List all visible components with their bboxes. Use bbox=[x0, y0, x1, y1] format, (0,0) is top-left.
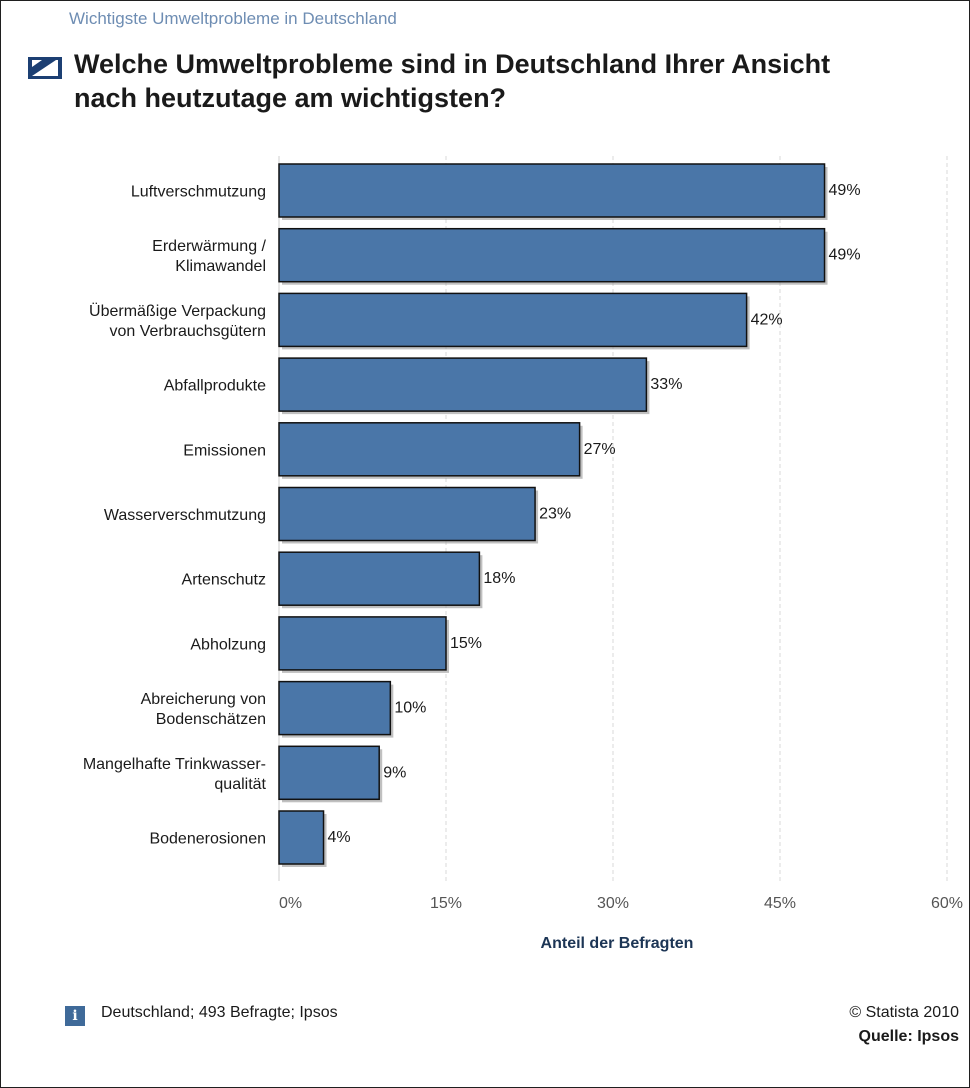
info-icon[interactable]: i bbox=[65, 1006, 85, 1026]
bar bbox=[278, 551, 481, 606]
bar bbox=[278, 422, 581, 477]
x-tick-label: 30% bbox=[597, 895, 629, 912]
statista-logo-icon bbox=[28, 57, 62, 79]
category-label: Bodenschätzen bbox=[156, 711, 266, 728]
category-label: Bodenerosionen bbox=[149, 831, 266, 848]
data-label: 42% bbox=[751, 311, 783, 328]
bar bbox=[278, 616, 447, 671]
chart-title-line-1: Welche Umweltprobleme sind in Deutschlan… bbox=[74, 49, 831, 79]
footer-source: Quelle: Ipsos bbox=[858, 1028, 959, 1045]
data-label: 23% bbox=[539, 506, 571, 523]
data-label: 27% bbox=[584, 441, 616, 458]
category-label: Klimawandel bbox=[175, 258, 266, 275]
bar bbox=[278, 810, 325, 865]
footer-copyright: © Statista 2010 bbox=[849, 1004, 959, 1021]
x-axis-title: Anteil der Befragten bbox=[541, 935, 694, 952]
data-label: 15% bbox=[450, 635, 482, 652]
category-label: Abreicherung von bbox=[141, 691, 266, 708]
category-label: Erderwärmung / bbox=[152, 238, 266, 255]
category-label: Abholzung bbox=[190, 636, 266, 653]
category-label: Mangelhafte Trinkwasser- bbox=[83, 756, 266, 773]
category-label: von Verbrauchsgütern bbox=[109, 323, 266, 340]
bar bbox=[278, 745, 380, 801]
x-tick-label: 60% bbox=[931, 895, 963, 912]
category-label: Übermäßige Verpackung bbox=[89, 302, 266, 320]
bar bbox=[278, 357, 648, 412]
bar bbox=[278, 163, 826, 218]
data-label: 10% bbox=[394, 700, 426, 717]
chart-subtitle: Wichtigste Umweltprobleme in Deutschland bbox=[69, 9, 397, 28]
data-label: 9% bbox=[383, 764, 406, 781]
category-label: qualität bbox=[214, 776, 266, 793]
bar bbox=[278, 227, 826, 283]
data-label: 18% bbox=[483, 570, 515, 587]
x-tick-label: 15% bbox=[430, 895, 462, 912]
x-tick-label: 0% bbox=[279, 895, 302, 912]
data-label: 49% bbox=[829, 182, 861, 199]
bar bbox=[278, 292, 748, 348]
bar bbox=[278, 680, 392, 736]
category-label: Wasserverschmutzung bbox=[104, 507, 266, 524]
bar bbox=[278, 486, 536, 542]
footer-note: Deutschland; 493 Befragte; Ipsos bbox=[101, 1004, 338, 1021]
x-tick-label: 45% bbox=[764, 895, 796, 912]
chart-title: Welche Umweltprobleme sind in Deutschlan… bbox=[74, 47, 934, 115]
data-label: 33% bbox=[650, 376, 682, 393]
category-label: Artenschutz bbox=[182, 572, 266, 589]
data-label: 4% bbox=[328, 829, 351, 846]
data-label: 49% bbox=[829, 247, 861, 264]
chart-title-line-2: nach heutzutage am wichtigsten? bbox=[74, 83, 507, 113]
category-label: Luftverschmutzung bbox=[131, 184, 266, 201]
category-label: Abfallprodukte bbox=[164, 378, 266, 395]
category-label: Emissionen bbox=[183, 442, 266, 459]
